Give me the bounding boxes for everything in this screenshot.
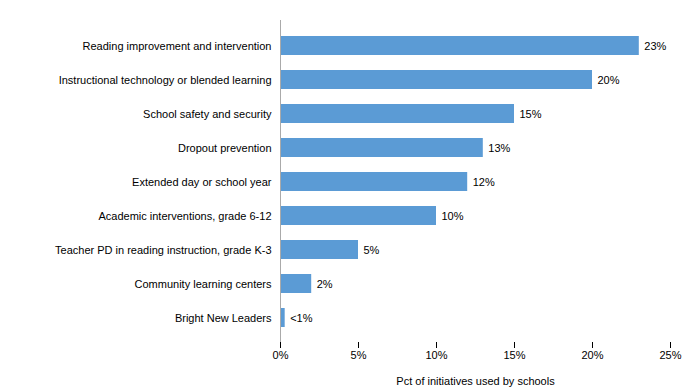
svg-text:13%: 13% (488, 142, 510, 154)
svg-text:Pct of initiatives used by sch: Pct of initiatives used by schools (396, 375, 555, 387)
svg-text:25%: 25% (659, 349, 681, 361)
svg-text:Reading improvement and interv: Reading improvement and intervention (83, 40, 272, 52)
svg-text:2%: 2% (317, 278, 333, 290)
svg-text:10%: 10% (425, 349, 447, 361)
svg-text:5%: 5% (364, 244, 380, 256)
svg-text:Academic interventions, grade: Academic interventions, grade 6-12 (98, 210, 271, 222)
svg-text:<1%: <1% (290, 312, 313, 324)
svg-text:10%: 10% (442, 210, 464, 222)
svg-text:Instructional technology or bl: Instructional technology or blended lear… (59, 74, 272, 86)
svg-text:23%: 23% (644, 40, 666, 52)
svg-text:20%: 20% (598, 74, 620, 86)
svg-text:School safety and security: School safety and security (143, 108, 272, 120)
svg-text:Dropout prevention: Dropout prevention (178, 142, 272, 154)
svg-text:15%: 15% (520, 108, 542, 120)
svg-text:Bright New Leaders: Bright New Leaders (175, 312, 272, 324)
svg-text:Community learning centers: Community learning centers (135, 278, 272, 290)
svg-text:5%: 5% (351, 349, 367, 361)
svg-text:0%: 0% (273, 349, 289, 361)
svg-text:12%: 12% (473, 176, 495, 188)
svg-text:20%: 20% (581, 349, 603, 361)
svg-text:Teacher PD in reading instruct: Teacher PD in reading instruction, grade… (55, 244, 271, 256)
svg-text:Extended day or school year: Extended day or school year (132, 176, 272, 188)
svg-text:15%: 15% (503, 349, 525, 361)
